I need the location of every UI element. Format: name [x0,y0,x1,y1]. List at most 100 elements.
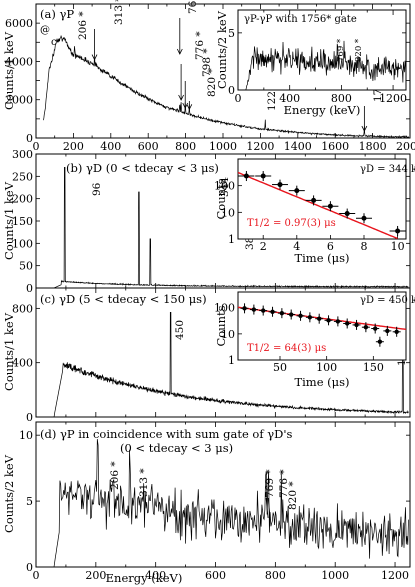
panel-a-at-label: @ [40,25,50,36]
inset-c-xtick-label: 100 [316,361,337,374]
inset-c-xtick-label: 50 [273,361,287,374]
panel-b-peak-label: 344 [219,177,231,197]
inset-c-ylabel: Counts [214,305,228,346]
inset-b-ytick-label: 10 [221,206,235,219]
inset-b-xtick-label: 10 [391,240,405,253]
inset-b-frame [237,158,407,240]
panel-a-peak-label: 313 * [113,0,125,25]
inset-c-xlabel: Time (μs) [294,375,349,389]
panel-b-title: (b) γD (0 < tdecay < 3 μs) [66,161,219,175]
panel-c-ytick-label: 0 [26,411,33,424]
panel-a-ytick-label: 0 [26,132,33,145]
inset-b-ytick-label: 1 [228,233,235,246]
inset-b-xlabel: Time (μs) [294,251,349,265]
panel-d-peak-label: 206 * [109,461,121,490]
inset-b-halflife: T1/2 = 0.97(3) μs [247,218,336,229]
inset-b-xtick-label: 8 [361,240,368,253]
panel-b-ylabel: Counts/1 keV [2,181,16,260]
panel-d-xtick-label: 600 [205,569,226,582]
inset-a-xtick-label: 800 [331,92,352,105]
panel-b-ytick-label: 250 [12,170,33,183]
panel-d-peak-label: 313 * [138,468,150,497]
panel-d-peak-label: 776 * [278,469,290,498]
inset-c-xtick-label: 150 [363,361,384,374]
inset-c-label: γD = 450 keV [360,295,415,306]
panel-a-peak-arrowhead [176,48,183,55]
panel-a-peak-label: 769 * [187,0,199,14]
panel-a-xtick-label: 1400 [284,140,312,153]
panel-d-subtitle: (0 < tdecay < 3 μs) [120,441,233,455]
panel-a-spectrum [43,35,410,140]
inset-a-frame [237,9,407,91]
panel-c-ytick-label: 400 [12,357,33,370]
panel-a-ytick-label: 4000 [5,55,33,68]
panel-a-peak-arrowhead [186,104,193,111]
panel-c-frame [35,287,411,418]
inset-a-peak-label: 820 * [354,38,364,62]
panel-a-peak-label: 798 * [201,48,213,77]
panel-d-peak-label: 820 * [287,481,299,510]
inset-c-ytick-label: 10 [221,328,235,341]
inset-a-spectrum [245,40,407,91]
panel-d-peak-arrow [267,497,271,519]
panel-c-peak-label: 450 [174,320,186,340]
inset-a-ytick-label: 5 [228,27,235,40]
panel-b-ytick-label: 300 [12,148,33,161]
panel-d-spectrum [53,439,409,568]
panel-a-xtick-label: 1000 [209,140,237,153]
panel-a-peak-label: 1226 [266,84,278,111]
panel-d-title: (d) γP in coincidence with sum gate of γ… [40,427,293,441]
panel-a-xtick-label: 800 [175,140,196,153]
inset-a-peak-label: 769 * [336,38,346,62]
panel-d-xlabel: Energy (keV) [106,571,183,585]
inset-b-xtick-label: 4 [293,240,300,253]
panel-d-peak-arrow [265,497,269,519]
panel-d-xtick-label: 400 [145,569,166,582]
panel-a-c-label: c [51,37,57,48]
panel-a-ytick-label: 6000 [5,17,33,30]
panel-a-xtick-label: 2000 [396,140,415,153]
panel-a-xtick-label: 1800 [359,140,387,153]
panel-a-peak-arrowhead [361,125,368,132]
panel-b-ytick-label: 150 [12,215,33,228]
panel-a-xtick-label: 1600 [321,140,349,153]
panel-a-xtick-label: 200 [63,140,84,153]
panel-a-peak-label: 820 * [206,68,218,97]
panel-d-ylabel: Counts/2 keV [2,454,16,533]
panel-a-title: (a) γP [40,7,74,21]
inset-b-ylabel: Counts [214,178,228,219]
panel-a-xtick-label: 400 [100,140,121,153]
inset-c-ytick-label: 1 [228,354,235,367]
panel-a-peak-label: 206 * [77,11,89,40]
panel-d-ytick-label: 5 [26,495,33,508]
panel-d-xtick-label: 200 [85,569,106,582]
panel-d-xtick-label: 0 [33,569,40,582]
inset-b-xtick-label: 2 [260,240,267,253]
panel-b-ytick-label: 50 [19,260,33,273]
panel-d-peak-label: 769 * [264,469,276,498]
panel-b-ytick-label: 0 [26,282,33,295]
inset-a-xtick-label: 0 [235,92,242,105]
inset-c-ytick-label: 100 [214,302,235,315]
panel-b-ytick-label: 100 [12,237,33,250]
panel-d-ytick-label: 0 [26,561,33,574]
panel-c-ytick-label: 800 [12,302,33,315]
inset-a-xtick-label: 1200 [379,92,407,105]
panel-d-ytick-label: 10 [19,429,33,442]
panel-a-xtick-label: 600 [138,140,159,153]
panel-d-xtick-label: 800 [265,569,286,582]
inset-a-xlabel: Energy (keV) [284,103,361,117]
inset-a-ylabel: Counts/2 keV [215,10,229,89]
inset-b-xtick-label: 6 [327,240,334,253]
inset-b-fit-curve [237,171,398,240]
panel-a-xtick-label: 0 [33,140,40,153]
panel-b-peak-label: 96 [91,182,103,196]
inset-c-halflife: T1/2 = 64(3) μs [247,343,326,354]
inset-a-ytick-label: 0 [228,84,235,97]
panel-a-xtick-label: 1200 [246,140,274,153]
panel-c-ylabel: Counts/1 keV [2,312,16,391]
panel-b-ytick-label: 200 [12,193,33,206]
panel-c-spectrum [53,312,409,418]
inset-b-label: γD = 344 keV [360,164,415,175]
